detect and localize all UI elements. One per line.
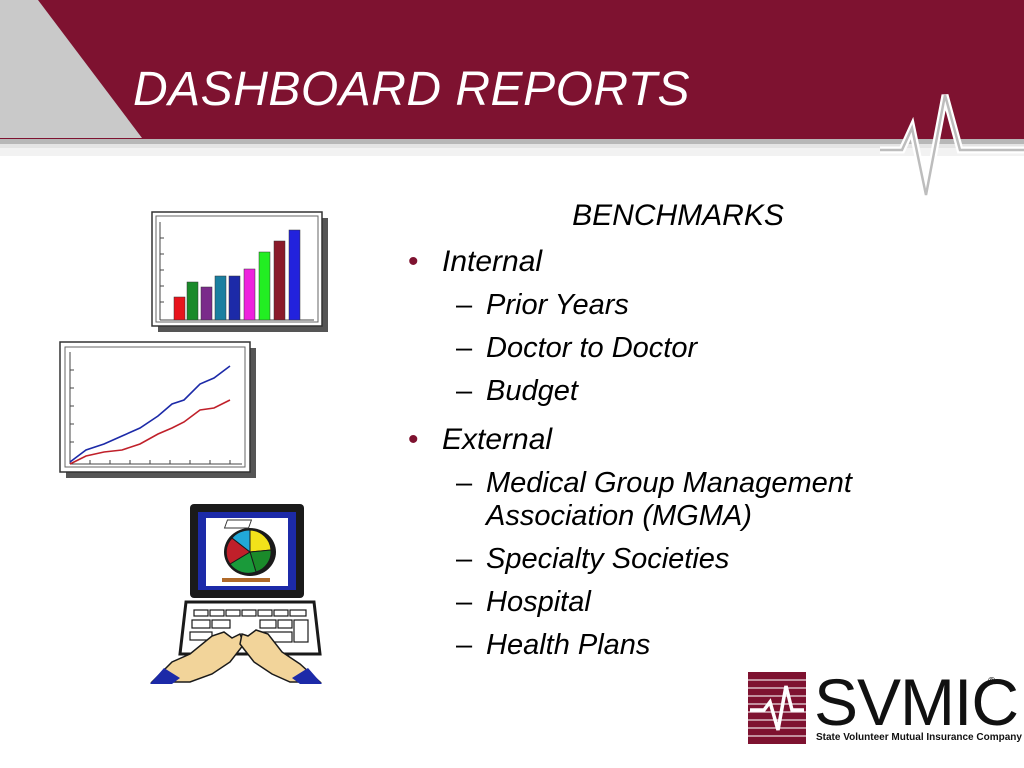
sub-item-label: Prior Years [486,289,629,321]
registered-mark: ® [988,676,996,687]
dash-icon: – [456,289,473,321]
line-chart-clipart [59,341,256,478]
gray-wedge [0,0,142,138]
bullet-label: Internal [442,245,543,278]
dash-icon: – [456,375,473,407]
sub-item-label: Budget [486,375,578,407]
sub-item: – Doctor to Doctor [408,332,968,365]
dash-icon: – [456,586,473,618]
gray-rule-mid [0,144,1024,148]
sub-item-label: Health Plans [486,629,651,661]
svmic-logo: SVMIC ® State Volunteer Mutual Insurance… [748,665,1022,746]
bullet-icon: • [408,423,419,456]
bar-chart-clipart [151,211,328,332]
sub-item-label: Medical Group Management Association (MG… [486,467,852,532]
logo-tagline: State Volunteer Mutual Insurance Company [816,732,1022,743]
bullet-label: External [442,423,553,456]
sub-item-label: Doctor to Doctor [486,332,698,364]
computer-pie-chart-clipart [150,504,322,684]
content-area: BENCHMARKS • Internal – Prior Years – Do… [408,196,968,672]
bullet-item-external: • External [408,418,968,462]
dash-icon: – [456,467,473,499]
header-band: DASHBOARD REPORTS [0,0,1024,200]
dash-icon: – [456,543,473,575]
bullet-icon: • [408,245,419,278]
sub-item-label: Hospital [486,586,591,618]
logo-wordmark: SVMIC [814,665,1019,739]
ecg-line-icon [880,94,1024,196]
header-graphic [0,0,1024,196]
dash-icon: – [456,332,473,364]
gray-rule-top [0,139,1024,144]
maroon-band [0,0,1024,156]
sub-item: – Health Plans [408,629,968,662]
benchmarks-heading: BENCHMARKS [572,199,784,232]
sub-item: – Specialty Societies [408,543,968,576]
sub-item: – Prior Years [408,289,968,322]
sub-item: – Medical Group Management Association (… [408,467,968,533]
bullet-item-internal: • Internal [408,240,968,284]
sub-item: – Hospital [408,586,968,619]
dash-icon: – [456,629,473,661]
sub-item: – Budget [408,375,968,408]
gray-rule-bottom [0,148,1024,156]
sub-item-label: Specialty Societies [486,543,730,575]
ecg-logo-icon [748,672,806,744]
slide-title: DASHBOARD REPORTS [133,63,691,116]
